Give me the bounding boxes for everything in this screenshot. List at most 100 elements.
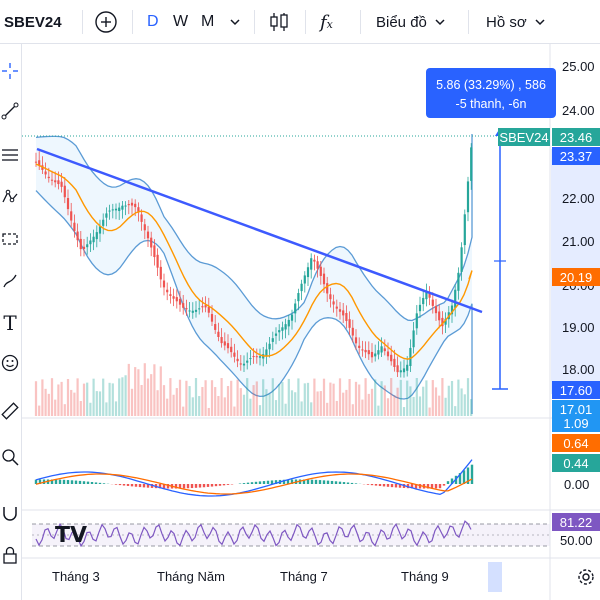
zoom-icon xyxy=(2,449,19,466)
candle-body xyxy=(34,161,38,163)
macd-histogram-bar xyxy=(182,484,186,489)
profile-menu[interactable]: Hồ sơ xyxy=(486,0,547,44)
candle-body xyxy=(130,202,134,206)
fib-tool[interactable] xyxy=(0,142,20,168)
trend-line[interactable] xyxy=(36,147,483,314)
chevron-down-icon xyxy=(435,19,445,26)
macd-histogram-bar xyxy=(470,464,474,484)
macd-zero-tick: 0.00 xyxy=(564,477,590,492)
volume-bar xyxy=(409,386,412,416)
toolbar-separator xyxy=(132,10,133,34)
volume-bar xyxy=(265,389,268,416)
volume-bar xyxy=(172,394,175,416)
indicators-button[interactable]: fx xyxy=(320,0,333,44)
macd-histogram-bar xyxy=(410,484,414,489)
candle-body xyxy=(214,324,217,330)
rsi-band xyxy=(32,524,550,546)
macd-histogram-bar xyxy=(178,484,182,489)
macd-histogram-bar xyxy=(54,479,58,484)
volume-bar xyxy=(258,405,262,416)
volume-bar xyxy=(274,400,278,416)
rsi-value-label: 81.22 xyxy=(552,513,600,531)
interval-dropdown[interactable] xyxy=(228,0,242,44)
macd-histogram-bar xyxy=(94,482,98,484)
lock-tool[interactable] xyxy=(0,542,20,568)
macd-hist-label: 0.44 xyxy=(552,454,600,472)
macd-histogram-bar xyxy=(262,481,266,484)
volume-bar xyxy=(79,401,82,416)
volume-bar xyxy=(127,363,130,416)
volume-bar xyxy=(287,378,290,416)
volume-bar xyxy=(310,402,313,416)
candle-body xyxy=(150,237,153,248)
candle-body xyxy=(441,317,444,327)
candle-body xyxy=(415,313,418,329)
candles-button[interactable] xyxy=(268,0,290,44)
macd-histogram-bar xyxy=(34,479,38,484)
volume-bar xyxy=(134,367,137,416)
candle-body xyxy=(361,349,364,351)
moving-average-line xyxy=(35,163,473,360)
candle-body xyxy=(63,185,66,198)
measure-line1: 5.86 (33.29%) , 586 xyxy=(436,78,546,92)
candle-body xyxy=(450,305,454,315)
volume-bar xyxy=(194,378,198,416)
toolbar-separator xyxy=(305,10,306,34)
brush-tool[interactable] xyxy=(0,268,20,294)
interval-d[interactable]: D xyxy=(147,13,159,30)
volume-bar xyxy=(300,401,303,416)
volume-bar xyxy=(246,378,249,416)
add-symbol-button[interactable] xyxy=(94,0,118,44)
measure-bottom-label: 17.60 xyxy=(552,381,600,399)
macd-histogram-bar xyxy=(414,484,418,489)
candle-body xyxy=(422,297,425,305)
magnet-tool[interactable] xyxy=(0,500,20,526)
candle-body xyxy=(364,349,367,353)
volume-bar xyxy=(297,378,300,416)
volume-bar xyxy=(140,385,143,416)
interval-w[interactable]: W xyxy=(173,13,189,30)
macd-histogram-bar xyxy=(134,484,138,487)
candle-body xyxy=(313,259,316,262)
chart-type-menu[interactable]: Biểu đồ xyxy=(376,0,447,44)
volume-bar xyxy=(214,387,217,416)
volume-bar xyxy=(399,379,402,416)
macd-histogram-bar xyxy=(142,484,146,488)
candle-body xyxy=(329,294,332,300)
macd-histogram-bar xyxy=(350,482,354,484)
candle-body xyxy=(204,305,207,308)
volume-bar xyxy=(364,378,367,416)
volume-bar xyxy=(303,383,306,416)
volume-bar xyxy=(156,390,159,416)
pattern-tool[interactable] xyxy=(0,184,20,210)
candle-body xyxy=(127,204,130,206)
candle-body xyxy=(380,346,383,353)
ruler-tool[interactable] xyxy=(0,398,20,424)
price-tick: 21.00 xyxy=(562,234,595,249)
toolbar-separator xyxy=(360,10,361,34)
volume-bar xyxy=(146,378,150,416)
volume-bar xyxy=(351,404,354,416)
macd-histogram-bar xyxy=(98,482,102,484)
macd-histogram-bar xyxy=(138,484,142,488)
candle-body xyxy=(140,214,143,222)
lock-icon xyxy=(3,546,17,564)
trend-line-tool[interactable] xyxy=(0,98,20,124)
interval-m[interactable]: M xyxy=(201,13,215,30)
crosshair-tool[interactable] xyxy=(0,58,20,84)
text-tool[interactable]: T xyxy=(0,310,20,336)
emoji-tool[interactable] xyxy=(0,350,20,376)
candle-body xyxy=(92,236,95,243)
macd-histogram-bar xyxy=(222,484,226,486)
candle-body xyxy=(297,293,300,302)
candle-body xyxy=(265,349,268,356)
volume-bar xyxy=(198,396,201,416)
candle-body xyxy=(188,310,191,312)
macd-histogram-bar xyxy=(210,484,214,487)
volume-bar xyxy=(377,405,380,416)
volume-bar xyxy=(326,402,329,416)
settings-button[interactable] xyxy=(577,568,595,591)
projection-tool[interactable] xyxy=(0,226,20,252)
symbol-search[interactable]: SBEV24 xyxy=(4,13,62,31)
zoom-tool[interactable] xyxy=(0,444,20,470)
